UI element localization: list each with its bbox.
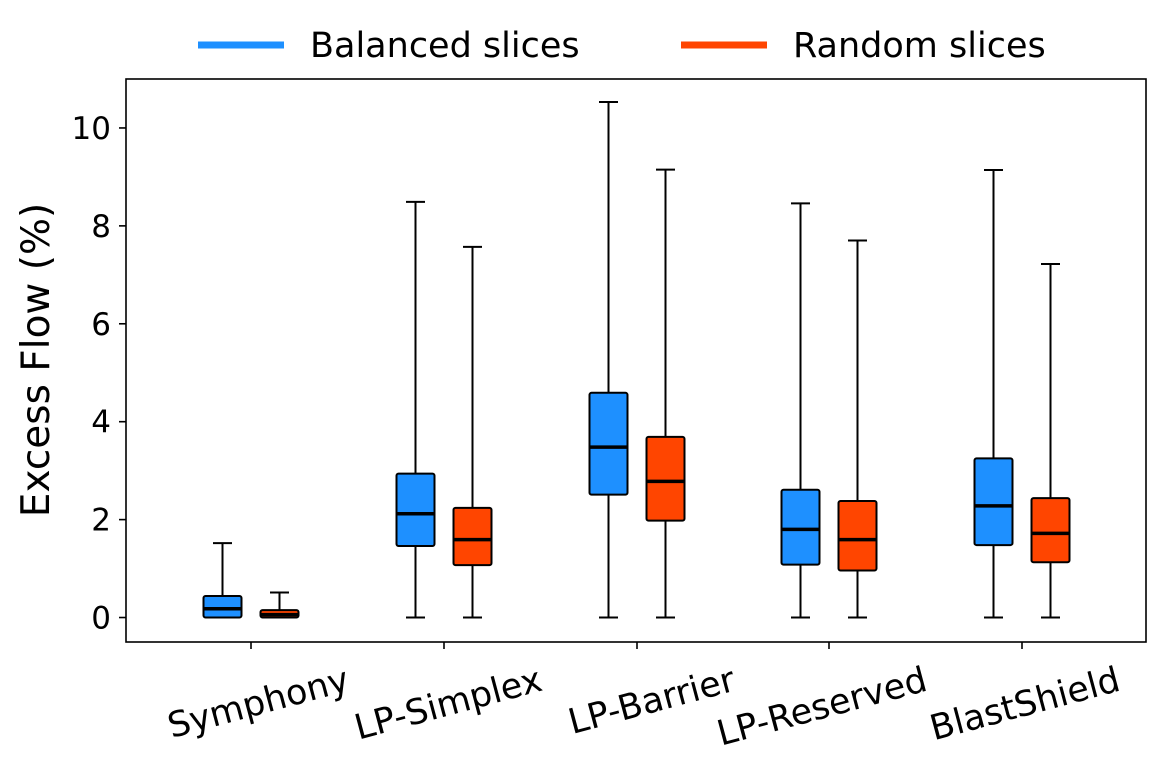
y-tick-label: 0 bbox=[91, 601, 111, 637]
x-tick-label: LP-Barrier bbox=[564, 660, 740, 743]
legend-item-balanced: Balanced slices bbox=[198, 26, 580, 66]
box-iqr bbox=[645, 435, 686, 522]
plot-marks bbox=[202, 101, 1071, 619]
legend-item-random: Random slices bbox=[681, 26, 1046, 66]
box-iqr bbox=[1030, 497, 1071, 564]
box-iqr bbox=[973, 457, 1014, 547]
box-iqr bbox=[780, 488, 821, 566]
box-iqr bbox=[588, 391, 629, 496]
y-tick-label: 2 bbox=[91, 503, 111, 539]
box-lp-barrier-random bbox=[645, 168, 686, 619]
y-axis-title: Excess Flow (%) bbox=[14, 203, 59, 517]
box-iqr bbox=[202, 594, 243, 619]
box-blastshield-random bbox=[1030, 263, 1071, 619]
box-iqr bbox=[452, 506, 493, 567]
plot-frame bbox=[125, 78, 1147, 643]
box-symphony-balanced bbox=[202, 542, 243, 619]
legend-label: Random slices bbox=[793, 26, 1046, 66]
box-symphony-random bbox=[259, 591, 300, 619]
x-tick-label: Symphony bbox=[164, 660, 354, 747]
box-iqr bbox=[837, 500, 878, 572]
box-lp-simplex-balanced bbox=[395, 200, 436, 619]
box-lp-reserved-random bbox=[837, 239, 878, 619]
legend: Balanced slices Random slices bbox=[198, 26, 1046, 66]
y-tick-label: 6 bbox=[91, 307, 111, 343]
x-tick-label: LP-Simplex bbox=[350, 660, 546, 748]
legend-label: Balanced slices bbox=[310, 26, 580, 66]
box-blastshield-balanced bbox=[973, 169, 1014, 619]
box-lp-barrier-balanced bbox=[588, 101, 629, 619]
x-tick-label: BlastShield bbox=[926, 660, 1124, 749]
y-tick-label: 10 bbox=[72, 111, 111, 147]
box-iqr bbox=[395, 472, 436, 548]
box-lp-reserved-balanced bbox=[780, 202, 821, 619]
y-tick-label: 4 bbox=[91, 405, 111, 441]
x-tick-label: LP-Reserved bbox=[713, 660, 931, 754]
y-tick-label: 8 bbox=[91, 209, 111, 245]
axes: 0 2 4 6 8 10 Excess Flow (%) SymphonyLP-Simplex… bbox=[14, 78, 1147, 754]
box-lp-simplex-random bbox=[452, 245, 493, 619]
